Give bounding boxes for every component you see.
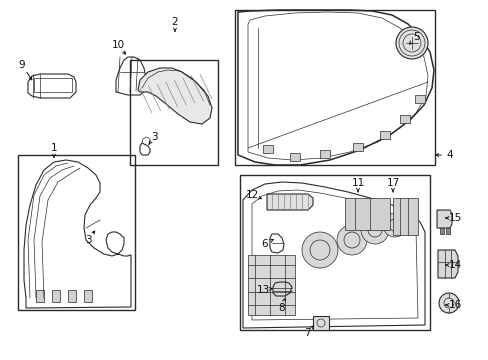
Polygon shape bbox=[247, 255, 294, 315]
Polygon shape bbox=[392, 198, 417, 235]
Polygon shape bbox=[437, 250, 457, 278]
Bar bbox=[235, 10, 434, 165]
Bar bbox=[399, 115, 409, 123]
Text: 13: 13 bbox=[256, 285, 269, 295]
Bar bbox=[312, 316, 328, 330]
Text: 11: 11 bbox=[351, 178, 364, 188]
Polygon shape bbox=[436, 210, 451, 228]
Bar bbox=[18, 155, 135, 310]
Bar bbox=[36, 290, 44, 302]
Circle shape bbox=[438, 293, 458, 313]
Text: 4: 4 bbox=[446, 150, 452, 160]
Circle shape bbox=[302, 232, 337, 268]
Text: 12: 12 bbox=[245, 190, 258, 200]
Text: 7: 7 bbox=[303, 328, 310, 338]
Bar bbox=[414, 95, 424, 103]
Bar bbox=[52, 290, 60, 302]
Polygon shape bbox=[345, 198, 389, 230]
Polygon shape bbox=[138, 68, 212, 124]
Bar bbox=[289, 153, 299, 161]
Bar bbox=[445, 228, 449, 234]
Text: 15: 15 bbox=[447, 213, 461, 223]
Bar bbox=[34, 78, 72, 92]
Text: 9: 9 bbox=[19, 60, 25, 70]
Text: 1: 1 bbox=[51, 143, 57, 153]
Bar bbox=[240, 175, 429, 330]
Bar bbox=[130, 60, 218, 165]
Bar bbox=[263, 145, 272, 153]
Bar bbox=[84, 290, 92, 302]
Text: 16: 16 bbox=[447, 300, 461, 310]
Circle shape bbox=[360, 216, 388, 244]
Polygon shape bbox=[266, 194, 312, 210]
Bar bbox=[439, 228, 443, 234]
Text: 3: 3 bbox=[150, 132, 157, 142]
Circle shape bbox=[336, 225, 366, 255]
Text: 8: 8 bbox=[278, 303, 285, 313]
Circle shape bbox=[395, 27, 427, 59]
Bar bbox=[68, 290, 76, 302]
Text: 14: 14 bbox=[447, 260, 461, 270]
Text: 10: 10 bbox=[111, 40, 124, 50]
Text: 3: 3 bbox=[84, 235, 91, 245]
Bar bbox=[319, 150, 329, 158]
Text: 17: 17 bbox=[386, 178, 399, 188]
Bar bbox=[352, 143, 362, 151]
Circle shape bbox=[382, 213, 406, 237]
Text: 5: 5 bbox=[412, 32, 418, 42]
Text: 6: 6 bbox=[261, 239, 268, 249]
Bar bbox=[379, 131, 389, 139]
Text: 2: 2 bbox=[171, 17, 178, 27]
